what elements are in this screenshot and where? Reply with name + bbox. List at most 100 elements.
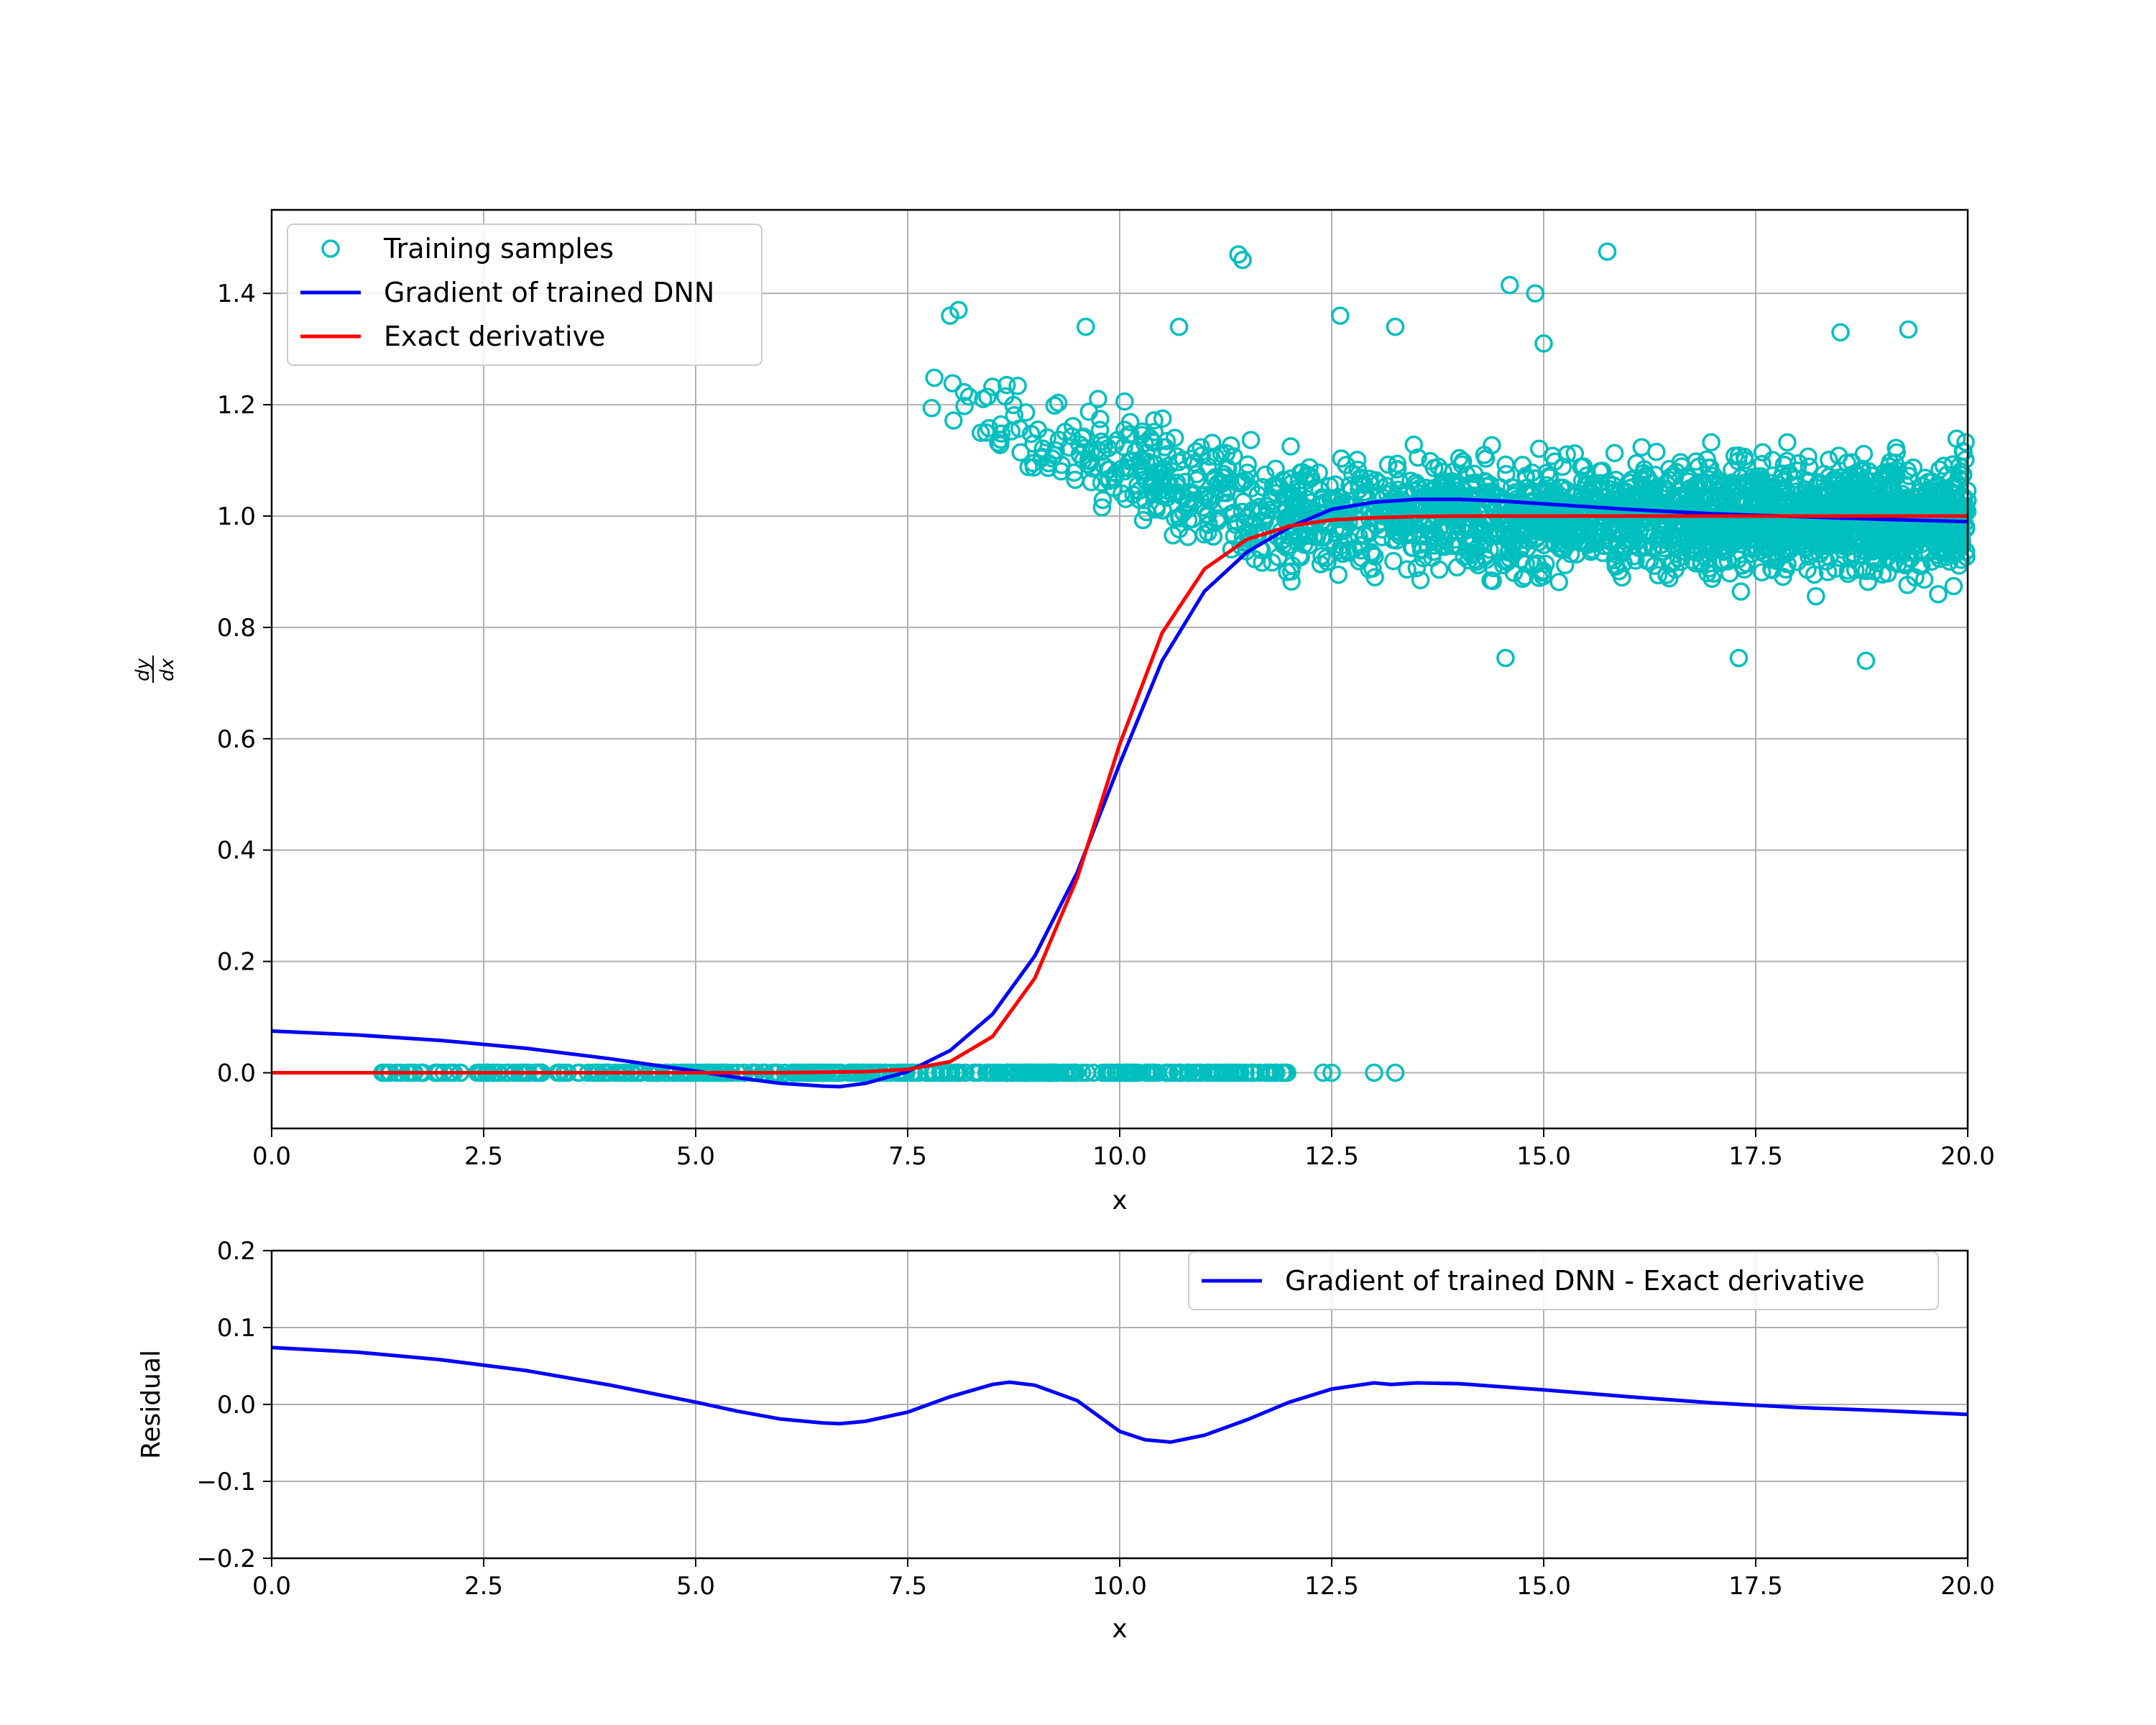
training-sample-point xyxy=(990,1063,1009,1082)
training-sample-point xyxy=(955,397,974,415)
training-sample-point xyxy=(1488,486,1506,505)
training-sample-point xyxy=(1438,476,1457,494)
top-legend: Training samples Gradient of trained DNN… xyxy=(287,224,763,366)
bottom-xtick-label: 7.5 xyxy=(888,1572,927,1601)
training-sample-point xyxy=(1350,552,1368,571)
training-sample-point xyxy=(1135,433,1154,453)
top-ytick-label: 0.2 xyxy=(217,948,256,977)
training-sample-point xyxy=(980,418,998,438)
training-sample-point xyxy=(1820,533,1839,551)
training-sample-point xyxy=(1093,490,1112,510)
top-xtick-label: 20.0 xyxy=(1940,1142,1995,1171)
training-sample-point xyxy=(1425,523,1444,542)
training-sample-point xyxy=(1953,442,1973,461)
bottom-y-axis-label: Residual xyxy=(137,1350,166,1459)
training-sample-point xyxy=(1366,471,1386,490)
top-xtick-label: 7.5 xyxy=(888,1142,927,1171)
training-sample-point xyxy=(1411,571,1430,589)
training-sample-point xyxy=(1691,530,1710,549)
training-sample-point xyxy=(1705,538,1724,558)
training-sample-point xyxy=(1919,472,1938,492)
training-sample-point xyxy=(1626,551,1645,570)
training-sample-point xyxy=(1473,531,1493,551)
training-sample-point xyxy=(1795,488,1814,507)
bottom-xtick-label: 5.0 xyxy=(676,1572,715,1601)
training-sample-point xyxy=(1345,540,1363,558)
training-sample-point xyxy=(1371,498,1391,517)
training-sample-point xyxy=(1450,537,1469,556)
training-sample-point xyxy=(1645,556,1664,575)
training-sample-point xyxy=(1125,1063,1144,1082)
training-sample-point xyxy=(1516,567,1534,586)
training-sample-point xyxy=(1439,494,1458,514)
training-sample-point xyxy=(1108,1063,1127,1082)
training-sample-point xyxy=(1496,648,1515,668)
training-sample-point xyxy=(1153,409,1172,428)
training-sample-point xyxy=(1174,503,1193,523)
training-sample-point xyxy=(1666,466,1685,486)
bottom-ytick-label: −0.2 xyxy=(196,1545,256,1573)
training-sample-point xyxy=(1169,317,1189,336)
training-sample-point xyxy=(1235,513,1255,533)
training-sample-point xyxy=(956,1063,975,1082)
training-sample-point xyxy=(1278,563,1296,581)
training-sample-point xyxy=(977,423,995,442)
training-sample-point xyxy=(1310,481,1330,500)
training-sample-point xyxy=(1314,1063,1332,1082)
training-sample-point xyxy=(1312,528,1331,547)
training-sample-point xyxy=(1930,477,1949,495)
top-xtick-label: 12.5 xyxy=(1304,1142,1359,1171)
training-sample-point xyxy=(1429,457,1448,477)
training-sample-point xyxy=(1120,459,1139,478)
bottom-xtick-label: 0.0 xyxy=(252,1572,291,1601)
training-sample-point xyxy=(1549,573,1568,592)
training-sample-point xyxy=(996,1063,1015,1082)
training-sample-point xyxy=(1569,522,1588,540)
training-sample-point xyxy=(1539,466,1559,486)
training-sample-point xyxy=(1378,455,1398,474)
top-y-axis-label: dy dx xyxy=(132,656,178,683)
training-sample-point xyxy=(1222,505,1240,523)
training-sample-point xyxy=(1407,558,1427,578)
training-sample-point xyxy=(1388,460,1406,479)
training-sample-point xyxy=(1145,411,1164,430)
training-sample-point xyxy=(1556,556,1575,575)
training-sample-point xyxy=(1092,432,1111,451)
training-sample-point xyxy=(941,306,959,325)
training-sample-point xyxy=(1432,523,1452,541)
training-sample-point xyxy=(1079,402,1099,421)
bottom-xtick-label: 12.5 xyxy=(1304,1572,1359,1601)
bottom-xtick-label: 17.5 xyxy=(1728,1572,1783,1601)
training-sample-point xyxy=(1240,530,1259,549)
training-sample-point xyxy=(1917,481,1937,500)
training-sample-point xyxy=(1423,548,1442,567)
training-sample-point xyxy=(1733,556,1752,575)
training-sample-point xyxy=(1698,564,1717,583)
training-sample-point xyxy=(1324,489,1342,507)
training-sample-point xyxy=(1528,554,1547,573)
training-sample-point xyxy=(1365,1063,1383,1082)
training-sample-point xyxy=(1637,466,1657,486)
training-sample-point xyxy=(1169,520,1189,539)
training-sample-point xyxy=(1805,565,1824,584)
top-xtick-label: 2.5 xyxy=(464,1142,503,1171)
training-sample-point xyxy=(1158,488,1176,507)
training-sample-point xyxy=(1002,1063,1021,1082)
training-sample-point xyxy=(943,374,962,392)
bottom-x-axis-label: x xyxy=(1112,1614,1127,1644)
training-sample-point xyxy=(1653,530,1672,548)
top-ytick-label: 1.4 xyxy=(217,280,256,308)
training-sample-point xyxy=(1100,1063,1120,1082)
legend-label-training-samples: Training samples xyxy=(383,233,614,264)
training-sample-point xyxy=(1340,476,1359,495)
training-sample-point xyxy=(1204,527,1223,546)
training-sample-point xyxy=(1794,520,1812,539)
training-sample-point xyxy=(1092,498,1112,517)
training-sample-point xyxy=(1501,275,1519,295)
training-sample-point xyxy=(1165,428,1184,448)
training-sample-point xyxy=(1728,451,1748,471)
training-sample-point xyxy=(1363,559,1382,578)
training-sample-point xyxy=(1853,547,1872,566)
top-y-axis-label-numerator: dy xyxy=(132,658,154,681)
training-sample-point xyxy=(1250,497,1269,516)
